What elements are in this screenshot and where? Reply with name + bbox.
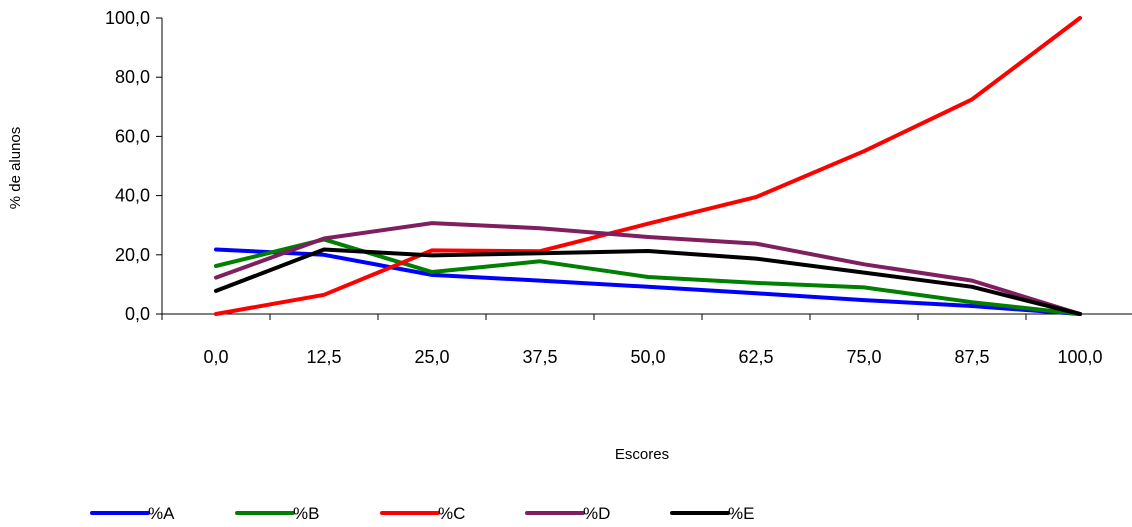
legend-label: %B	[293, 504, 319, 523]
x-tick-label: 87,5	[954, 347, 989, 367]
y-tick-label: 20,0	[115, 245, 150, 265]
x-tick-label: 25,0	[414, 347, 449, 367]
legend-label: %D	[583, 504, 610, 523]
y-tick-label: 0,0	[125, 304, 150, 324]
x-tick-label: 37,5	[522, 347, 557, 367]
x-tick-label: 0,0	[203, 347, 228, 367]
x-tick-label: 75,0	[846, 347, 881, 367]
series-line-d	[214, 221, 1082, 316]
y-tick-label: 100,0	[105, 8, 150, 28]
y-tick-label: 80,0	[115, 67, 150, 87]
legend: %A %B %C %D %E	[90, 504, 754, 523]
y-ticks: 0,0 20,0 40,0 60,0 80,0 100,0	[105, 8, 162, 324]
series-line-a	[214, 247, 1082, 316]
x-axis-title: Escores	[615, 446, 669, 463]
legend-label: %E	[728, 504, 754, 523]
x-tick-label: 62,5	[738, 347, 773, 367]
y-axis-title: % de alunos	[7, 127, 24, 210]
axes	[161, 18, 1132, 315]
y-tick-label: 60,0	[115, 126, 150, 146]
series-line-c	[214, 16, 1082, 316]
y-tick-label: 40,0	[115, 186, 150, 206]
x-tick-label: 12,5	[306, 347, 341, 367]
series-lines	[214, 16, 1082, 316]
x-ticks: 0,0 12,5 25,0 37,5 50,0 62,5 75,0 87,5 100,0	[161, 314, 1103, 367]
legend-label: %A	[148, 504, 175, 523]
x-tick-label: 50,0	[630, 347, 665, 367]
legend-label: %C	[438, 504, 465, 523]
series-line-e	[214, 247, 1082, 316]
x-tick-label: 100,0	[1057, 347, 1102, 367]
